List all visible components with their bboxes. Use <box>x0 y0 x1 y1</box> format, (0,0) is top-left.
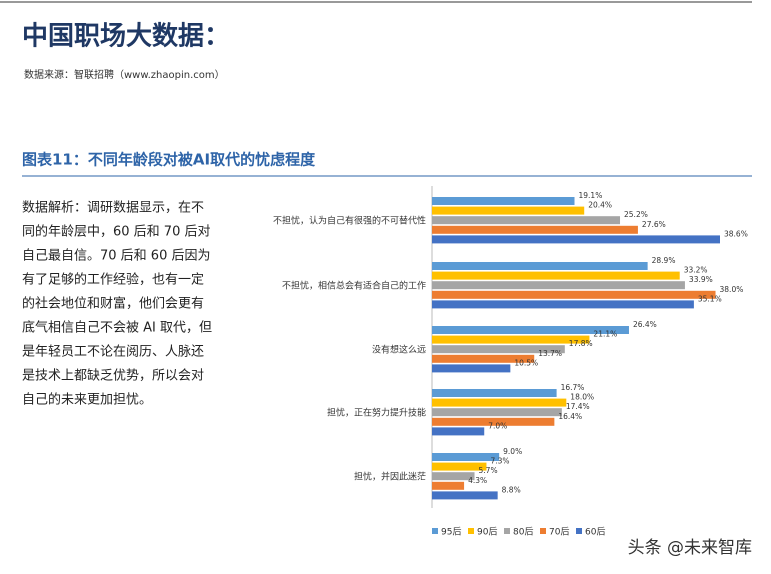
bar <box>432 216 621 225</box>
value-label: 8.8% <box>502 485 521 494</box>
bar <box>432 427 485 436</box>
legend-swatch <box>540 528 546 534</box>
bar <box>432 491 498 500</box>
source: 数据来源：智联招聘（www.zhaopin.com） <box>24 68 225 81</box>
value-label: 21.1% <box>593 330 617 339</box>
bar <box>432 271 680 280</box>
legend-label: 70后 <box>549 527 569 538</box>
value-label: 5.7% <box>479 466 498 475</box>
category-label: 不担忧，相信总会有适合自己的工作 <box>282 280 426 292</box>
legend-swatch <box>432 528 438 534</box>
analysis-line: 同的年龄层中，60 后和 70 后对 <box>22 224 210 240</box>
bar <box>432 389 557 397</box>
bar <box>432 417 555 426</box>
legend-label: 60后 <box>585 527 605 538</box>
value-label: 4.3% <box>468 476 487 485</box>
bar <box>432 398 567 407</box>
value-label: 16.4% <box>558 412 582 421</box>
value-label: 17.8% <box>569 339 593 348</box>
bar <box>432 197 575 205</box>
value-label: 38.6% <box>724 229 748 238</box>
bar <box>432 326 629 334</box>
bar <box>432 408 562 417</box>
value-label: 35.1% <box>698 294 722 303</box>
bar <box>432 345 565 354</box>
value-label: 33.2% <box>684 266 708 275</box>
analysis-line: 自己最自信。70 后和 60 后因为 <box>22 249 210 264</box>
analysis-line: 数据解析：调研数据显示，在不 <box>22 201 204 216</box>
value-label: 9.0% <box>503 447 522 456</box>
figure-title: 图表11：不同年龄段对被AI取代的忧虑程度 <box>22 151 316 169</box>
value-label: 16.7% <box>561 383 585 392</box>
watermark: 头条 @未来智库 <box>628 538 752 558</box>
bar <box>432 235 720 244</box>
legend-label: 80后 <box>513 527 533 538</box>
value-label: 27.6% <box>642 220 666 229</box>
value-label: 7.3% <box>490 457 509 466</box>
bar <box>432 354 535 363</box>
legend-label: 95后 <box>441 527 461 538</box>
value-label: 19.1% <box>579 191 603 200</box>
category-label: 担忧，并因此迷茫 <box>354 471 426 483</box>
bar <box>432 453 500 461</box>
analysis-line: 是技术上都缺乏优势，所以会对 <box>22 368 204 384</box>
bar <box>432 206 585 215</box>
bar <box>432 281 685 290</box>
legend-swatch <box>504 528 510 534</box>
bar <box>432 290 716 299</box>
value-label: 25.2% <box>624 210 648 219</box>
bar <box>432 481 465 490</box>
analysis-line: 是年轻员工不论在阅历、人脉还 <box>22 345 204 360</box>
analysis-line: 自己的未来更加担忧。 <box>22 392 152 408</box>
analysis-line: 有了足够的工作经验，也有一定 <box>22 272 204 288</box>
bar <box>432 472 475 481</box>
category-label: 不担忧，认为自己有很强的不可替代性 <box>273 215 426 227</box>
value-label: 7.0% <box>488 421 507 430</box>
value-label: 28.9% <box>652 256 676 265</box>
value-label: 38.0% <box>720 285 744 294</box>
value-label: 18.0% <box>570 393 594 402</box>
value-label: 20.4% <box>588 201 612 210</box>
value-label: 33.9% <box>689 275 713 284</box>
analysis-line: 底气相信自己不会被 AI 取代，但 <box>22 320 212 336</box>
bar <box>432 225 638 234</box>
legend-swatch <box>576 528 582 534</box>
category-label: 没有想这么远 <box>372 344 426 356</box>
legend-swatch <box>468 528 474 534</box>
page-title: 中国职场大数据： <box>22 22 230 52</box>
value-label: 10.5% <box>514 358 538 367</box>
legend-label: 90后 <box>477 527 497 538</box>
bar <box>432 262 648 270</box>
bar <box>432 335 590 344</box>
analysis-line: 的社会地位和财富，他们会更有 <box>22 296 204 312</box>
value-label: 13.7% <box>538 349 562 358</box>
value-label: 17.4% <box>566 402 590 411</box>
bar <box>432 364 511 373</box>
category-label: 担忧，正在努力提升技能 <box>327 407 426 419</box>
value-label: 26.4% <box>633 320 657 329</box>
bar <box>432 462 487 471</box>
chart: 不担忧，认为自己有很强的不可替代性 19.1%20.4% 25.2%27.6% 38.… <box>273 186 748 538</box>
bar <box>432 300 694 309</box>
